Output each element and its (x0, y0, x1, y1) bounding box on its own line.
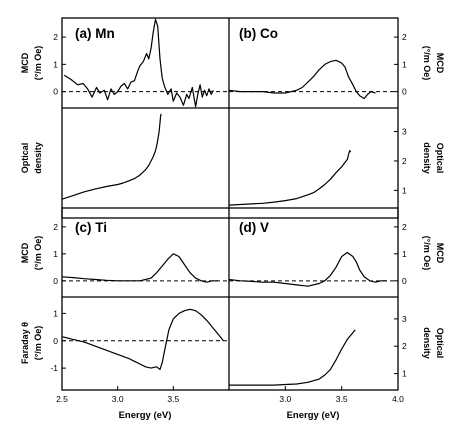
panel-b-mcd-ytick-label-0: 0 (402, 87, 407, 97)
panel-c-mcd-ytick-label-0: 0 (53, 276, 58, 286)
panel-b-title: (b) Co (239, 26, 278, 41)
ylabel-a-optical-line1: Optical (20, 143, 30, 174)
panel-b-optical-ytick-label-2: 3 (402, 127, 407, 137)
panel-c-optical-line (61, 308, 224, 371)
ylabel-c-mcd-line1: MCD (20, 242, 30, 263)
panel-d-mcd-ytick-label-0: 0 (402, 276, 407, 286)
xtick-label-left-1: 3.0 (112, 394, 124, 404)
ylabel-b-mcd-line1: MCD (435, 53, 445, 74)
frames (61, 17, 399, 391)
ylabel-c-faraday-line1: Faraday θ (20, 322, 30, 364)
panel-b-optical-ytick-label-0: 1 (402, 185, 407, 195)
frame-bottom (61, 207, 399, 391)
panel-d-optical-line (229, 329, 356, 386)
panel-a-mcd-line (63, 18, 214, 108)
panel-b-mcd-line (228, 59, 376, 100)
ylabel-b-mcd-line2: (°/m Oe) (422, 46, 432, 81)
panel-d-title: (d) V (239, 220, 269, 235)
x-axis-label-left: Energy (eV) (119, 410, 172, 421)
panel-d-mcd-ytick-label-1: 1 (402, 249, 407, 259)
ylabel-c-faraday-line2: (°/m Oe) (33, 326, 43, 361)
panel-c-mcd-line (61, 253, 218, 283)
xtick-label-left-2: 3.5 (167, 394, 179, 404)
chart-marks: 0 1 2 0 1 2 1 2 3 0 1 2 1 0 -1 0 1 2 1 2 3 2.5 3.0 3.5 3.0 3.5 4.0 (50, 18, 407, 404)
panel-a-mcd-ytick-label-1: 1 (53, 59, 58, 69)
panel-b-mcd-ytick-label-1: 1 (402, 59, 407, 69)
ylabel-d-mcd-line1: MCD (435, 243, 445, 264)
panel-c-mcd-ytick-label-2: 2 (53, 222, 58, 232)
panel-c-title: (c) Ti (75, 220, 107, 235)
panel-c-mcd-ytick-label-1: 1 (53, 249, 58, 259)
ylabel-b-optical-line2: density (422, 142, 432, 174)
panel-c-optical-ytick-label-0: 1 (53, 308, 58, 318)
panel-c-optical-ytick-label-2: -1 (50, 363, 58, 373)
panel-b-mcd-ytick-label-2: 2 (402, 32, 407, 42)
panel-d-optical-ytick-label-2: 3 (402, 314, 407, 324)
ylabel-b-optical-line1: Optical (435, 143, 445, 174)
panel-d-optical-ytick-label-0: 1 (402, 369, 407, 379)
xtick-label-right-0: 3.0 (279, 394, 291, 404)
xtick-label-left-0: 2.5 (56, 394, 68, 404)
panel-a-title: (a) Mn (75, 26, 115, 41)
panel-b-optical-line (228, 150, 352, 206)
ylabel-c-mcd-line2: (°/m Oe) (33, 236, 43, 271)
ylabel-a-mcd-line2: (°/m Oe) (33, 46, 43, 81)
xtick-label-right-1: 3.5 (336, 394, 348, 404)
ylabel-d-optical-line2: density (422, 327, 432, 359)
ylabel-a-optical-line2: density (33, 142, 43, 174)
ylabel-a-mcd-line1: MCD (20, 52, 30, 73)
panel-a-mcd-ytick-label-0: 0 (53, 87, 58, 97)
panel-b-optical-ytick-label-1: 2 (402, 156, 407, 166)
ylabel-d-mcd-line2: (°/m Oe) (422, 236, 432, 271)
panel-c-optical-ytick-label-1: 0 (53, 336, 58, 346)
panel-a-mcd-ytick-label-2: 2 (53, 32, 58, 42)
panel-d-optical-ytick-label-1: 2 (402, 341, 407, 351)
panel-d-mcd-ytick-label-2: 2 (402, 222, 407, 232)
ylabel-d-optical-line1: Optical (435, 328, 445, 359)
panel-d-mcd-line (228, 251, 387, 287)
panel-a-optical-line (61, 113, 162, 200)
frame-top (61, 17, 399, 219)
x-axis-label-right: Energy (eV) (287, 410, 340, 421)
xtick-label-right-2: 4.0 (392, 394, 404, 404)
